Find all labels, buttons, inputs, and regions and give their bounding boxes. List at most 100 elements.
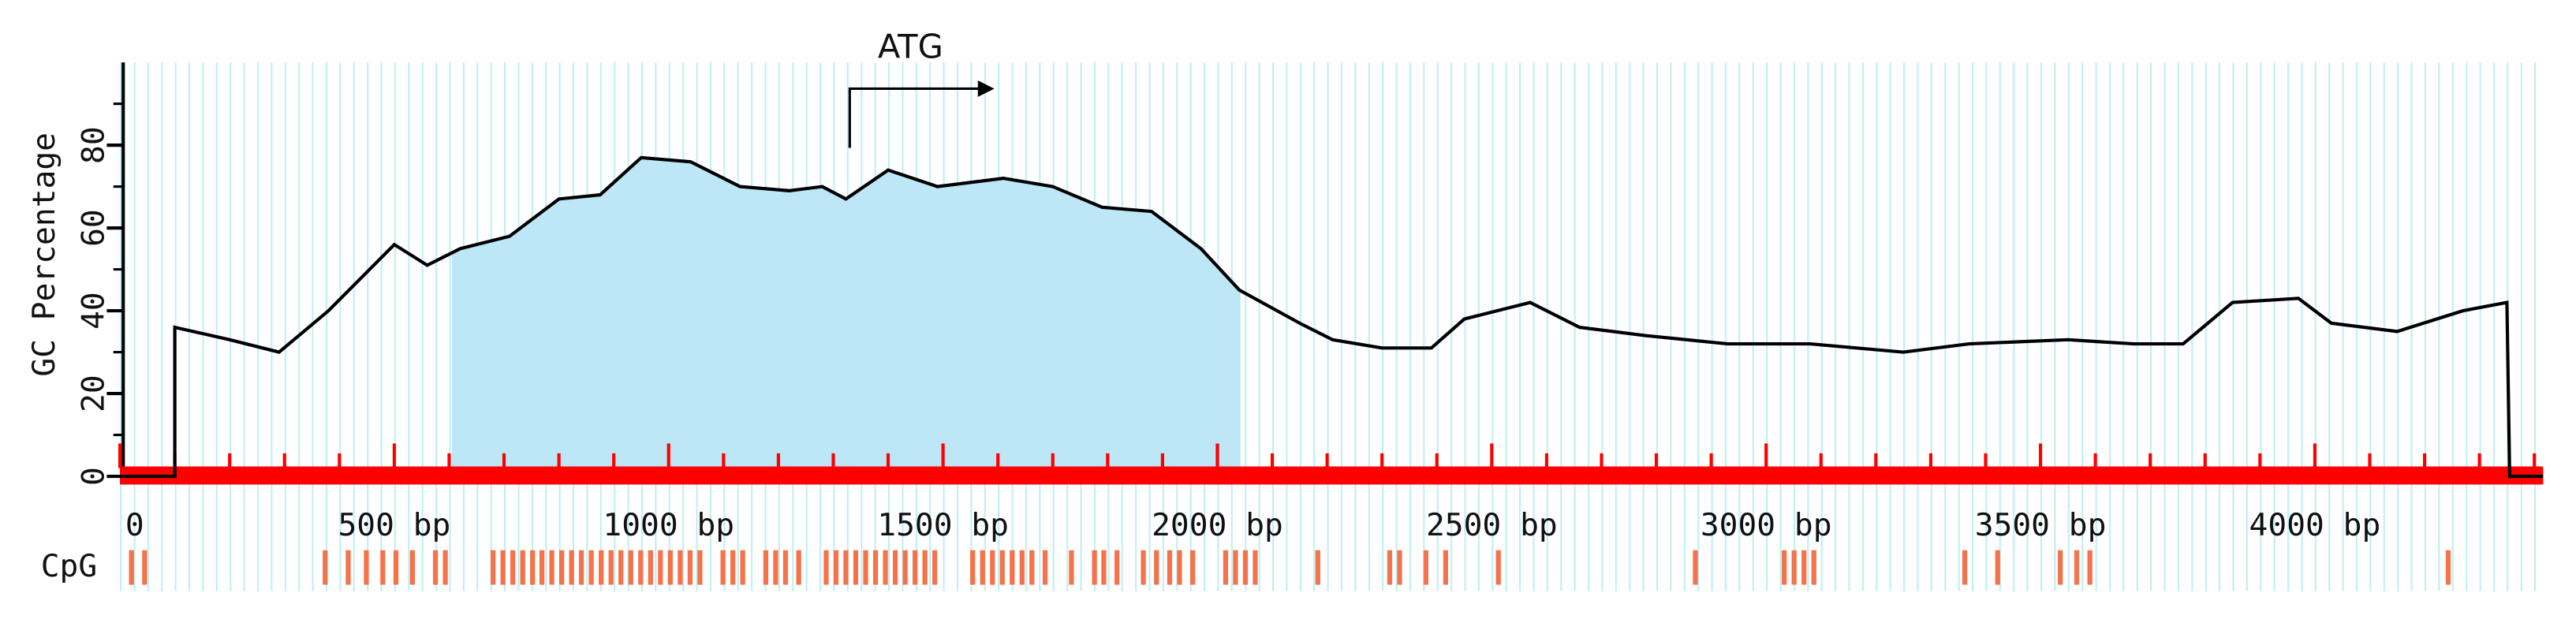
cpg-site (1423, 550, 1428, 585)
x-tick-label: 2000 bp (1152, 507, 1283, 543)
cpg-site (2087, 550, 2093, 585)
gc-line (120, 155, 2544, 479)
cpg-site (1962, 550, 1968, 585)
cpg-site (1791, 550, 1797, 585)
cpg-site (1092, 550, 1097, 585)
y-tick-label: 60 (75, 209, 111, 247)
cpg-site (697, 550, 703, 585)
cpg-label: CpG (41, 548, 97, 584)
y-axis-title: GC Percentage (26, 132, 62, 377)
cpg-site (129, 550, 134, 585)
cpg-site (638, 550, 644, 585)
cpg-site (932, 550, 938, 585)
cpg-site (999, 550, 1005, 585)
cpg-site (853, 550, 859, 585)
cpg-site (1782, 550, 1787, 585)
cpg-site (740, 550, 745, 585)
annotation-label: ATG (878, 27, 943, 65)
x-tick-label: 0 (125, 507, 144, 543)
highlight-area (451, 157, 1241, 477)
cpg-site (1141, 550, 1146, 585)
cpg-site (1069, 550, 1074, 585)
cpg-site (539, 550, 545, 585)
x-tick-label: 1500 bp (877, 507, 1009, 543)
cpg-site (1242, 550, 1249, 585)
cpg-site (1223, 550, 1229, 585)
x-tick-label: 3500 bp (1975, 507, 2107, 543)
cpg-site (667, 550, 673, 585)
cpg-site (970, 550, 976, 585)
cpg-site (796, 550, 801, 585)
cpg-site (843, 550, 849, 585)
cpg-site (1114, 550, 1120, 585)
cpg-site (549, 550, 554, 585)
cpg-site (823, 550, 829, 585)
cpg-site (432, 550, 439, 585)
cpg-site (913, 550, 918, 585)
cpg-site (345, 550, 351, 585)
cpg-site (892, 550, 898, 585)
cpg-site (1042, 550, 1048, 585)
cpg-site (872, 550, 879, 585)
cpg-site (773, 550, 778, 585)
cpg-site (1154, 550, 1159, 585)
cpg-site (393, 550, 399, 585)
x-tick-label: 3000 bp (1701, 507, 1832, 543)
cpg-site (1315, 550, 1320, 585)
x-tick-label: 4000 bp (2249, 507, 2381, 543)
cpg-site (1397, 550, 1402, 585)
cpg-site (1995, 550, 2000, 585)
x-tick-label: 2500 bp (1426, 507, 1558, 543)
cpg-site (442, 550, 448, 585)
cpg-site (500, 550, 506, 585)
cpg-site (658, 550, 663, 585)
x-tick-label: 1000 bp (603, 507, 734, 543)
cpg-site (2074, 550, 2080, 585)
cpg-site (1010, 550, 1015, 585)
y-tick-label: 0 (75, 467, 111, 486)
cpg-site (323, 550, 328, 585)
cpg-site (720, 550, 726, 585)
cpg-site (1801, 550, 1807, 585)
cpg-site (1029, 550, 1035, 585)
cpg-site (599, 550, 604, 585)
cpg-site (1019, 550, 1025, 585)
cpg-site (678, 550, 683, 585)
y-tick-label: 40 (75, 292, 111, 330)
cpg-site (1495, 550, 1501, 585)
cpg-site (142, 550, 147, 585)
cpg-site (1693, 550, 1698, 585)
cpg-site (1443, 550, 1449, 585)
cpg-site (1101, 550, 1107, 585)
cpg-site (579, 550, 584, 585)
cpg-site (1167, 550, 1173, 585)
cpg-site (1190, 550, 1196, 585)
cpg-site (618, 550, 624, 585)
annotation-arrow (848, 87, 981, 148)
cpg-site (628, 550, 633, 585)
cpg-site (687, 550, 693, 585)
cpg-site (833, 550, 839, 585)
cpg-site (1233, 550, 1238, 585)
y-tick-label: 20 (75, 375, 111, 412)
cpg-site (990, 550, 995, 585)
cpg-site (530, 550, 536, 585)
cpg-site (1253, 550, 1258, 585)
cpg-site (588, 550, 594, 585)
cpg-site (2445, 550, 2451, 585)
cpg-site (2057, 550, 2063, 585)
cpg-site (608, 550, 614, 585)
annotation-arrowhead (977, 80, 995, 97)
cpg-site (409, 550, 415, 585)
cpg-site (569, 550, 574, 585)
cpg-site (1177, 550, 1182, 585)
cpg-site (520, 550, 525, 585)
cpg-site (730, 550, 736, 585)
cpg-site (883, 550, 888, 585)
cpg-site (980, 550, 985, 585)
cpg-site (1387, 550, 1393, 585)
cpg-site (648, 550, 653, 585)
cpg-site (863, 550, 868, 585)
